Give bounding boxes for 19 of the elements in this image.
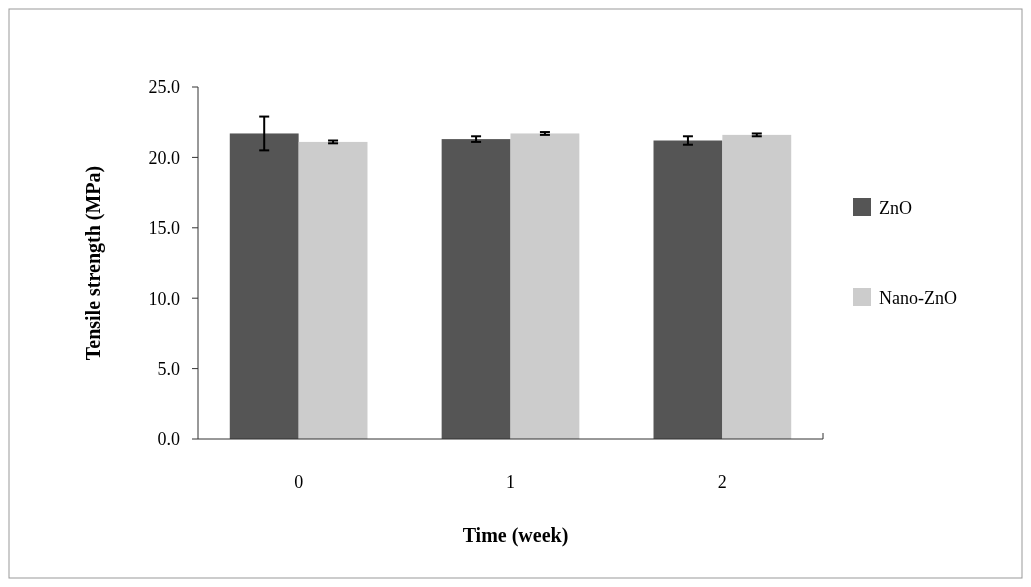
y-tick-label: 15.0 — [148, 218, 180, 239]
bar — [653, 140, 723, 439]
bar — [229, 133, 299, 439]
x-tick-label: 1 — [506, 472, 515, 492]
legend-label: ZnO — [879, 198, 912, 219]
bar — [298, 141, 368, 439]
x-tick-label: 2 — [717, 472, 727, 492]
bar — [441, 139, 511, 439]
y-tick-label: 10.0 — [148, 288, 180, 309]
y-tick-label: 25.0 — [148, 77, 180, 98]
y-tick-label: 20.0 — [148, 147, 180, 168]
x-axis-title: Time (week) — [462, 524, 569, 547]
legend-label: Nano-ZnO — [879, 288, 957, 309]
bar — [722, 134, 792, 439]
x-tick-label: 0 — [294, 472, 304, 492]
y-axis-title: Tensile strength (MPa) — [82, 165, 105, 361]
bar — [510, 133, 580, 439]
y-tick-label: 5.0 — [157, 358, 180, 379]
y-tick-label: 0.0 — [157, 429, 180, 450]
